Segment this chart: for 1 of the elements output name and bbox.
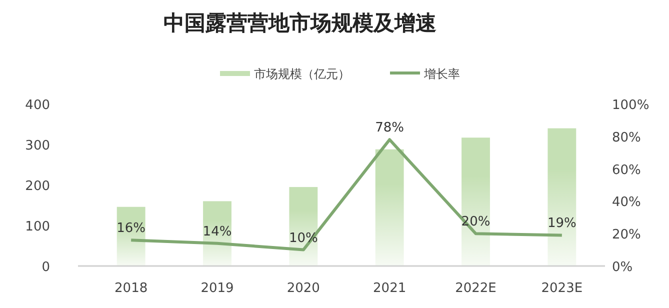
title: 中国露营营地市场规模及增速 <box>164 11 436 35</box>
